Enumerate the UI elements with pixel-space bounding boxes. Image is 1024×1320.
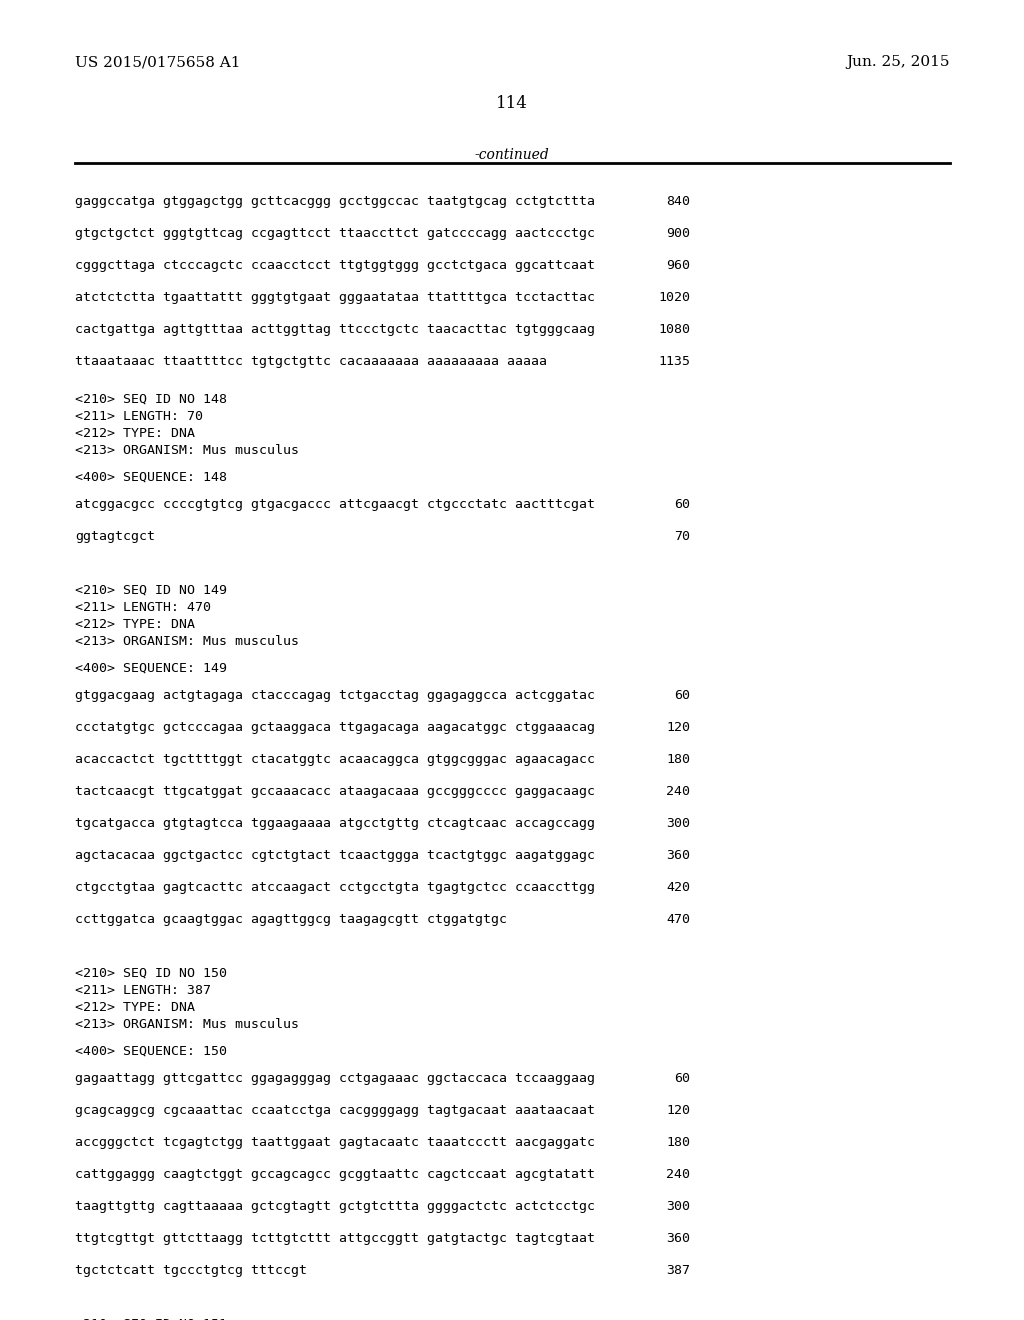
Text: ccctatgtgc gctcccagaa gctaaggaca ttgagacaga aagacatggc ctggaaacag: ccctatgtgc gctcccagaa gctaaggaca ttgagac… xyxy=(75,721,595,734)
Text: tgcatgacca gtgtagtcca tggaagaaaa atgcctgttg ctcagtcaac accagccagg: tgcatgacca gtgtagtcca tggaagaaaa atgcctg… xyxy=(75,817,595,830)
Text: 900: 900 xyxy=(666,227,690,240)
Text: cgggcttaga ctcccagctc ccaacctcct ttgtggtggg gcctctgaca ggcattcaat: cgggcttaga ctcccagctc ccaacctcct ttgtggt… xyxy=(75,259,595,272)
Text: <211> LENGTH: 470: <211> LENGTH: 470 xyxy=(75,601,211,614)
Text: ccttggatca gcaagtggac agagttggcg taagagcgtt ctggatgtgc: ccttggatca gcaagtggac agagttggcg taagagc… xyxy=(75,913,507,927)
Text: <211> LENGTH: 70: <211> LENGTH: 70 xyxy=(75,411,203,422)
Text: atctctctta tgaattattt gggtgtgaat gggaatataa ttattttgca tcctacttac: atctctctta tgaattattt gggtgtgaat gggaata… xyxy=(75,290,595,304)
Text: ctgcctgtaa gagtcacttc atccaagact cctgcctgta tgagtgctcc ccaaccttgg: ctgcctgtaa gagtcacttc atccaagact cctgcct… xyxy=(75,880,595,894)
Text: <212> TYPE: DNA: <212> TYPE: DNA xyxy=(75,618,195,631)
Text: US 2015/0175658 A1: US 2015/0175658 A1 xyxy=(75,55,241,69)
Text: 60: 60 xyxy=(674,498,690,511)
Text: <211> LENGTH: 387: <211> LENGTH: 387 xyxy=(75,983,211,997)
Text: 420: 420 xyxy=(666,880,690,894)
Text: 180: 180 xyxy=(666,1137,690,1148)
Text: -continued: -continued xyxy=(475,148,549,162)
Text: acaccactct tgcttttggt ctacatggtc acaacaggca gtggcgggac agaacagacc: acaccactct tgcttttggt ctacatggtc acaacag… xyxy=(75,752,595,766)
Text: 60: 60 xyxy=(674,1072,690,1085)
Text: taagttgttg cagttaaaaa gctcgtagtt gctgtcttta ggggactctc actctcctgc: taagttgttg cagttaaaaa gctcgtagtt gctgtct… xyxy=(75,1200,595,1213)
Text: 120: 120 xyxy=(666,1104,690,1117)
Text: Jun. 25, 2015: Jun. 25, 2015 xyxy=(847,55,950,69)
Text: <210> SEQ ID NO 148: <210> SEQ ID NO 148 xyxy=(75,393,227,407)
Text: gaggccatga gtggagctgg gcttcacggg gcctggccac taatgtgcag cctgtcttta: gaggccatga gtggagctgg gcttcacggg gcctggc… xyxy=(75,195,595,209)
Text: 360: 360 xyxy=(666,849,690,862)
Text: agctacacaa ggctgactcc cgtctgtact tcaactggga tcactgtggc aagatggagc: agctacacaa ggctgactcc cgtctgtact tcaactg… xyxy=(75,849,595,862)
Text: gtgctgctct gggtgttcag ccgagttcct ttaaccttct gatccccagg aactccctgc: gtgctgctct gggtgttcag ccgagttcct ttaacct… xyxy=(75,227,595,240)
Text: 960: 960 xyxy=(666,259,690,272)
Text: atcggacgcc ccccgtgtcg gtgacgaccc attcgaacgt ctgccctatc aactttcgat: atcggacgcc ccccgtgtcg gtgacgaccc attcgaa… xyxy=(75,498,595,511)
Text: 840: 840 xyxy=(666,195,690,209)
Text: ttgtcgttgt gttcttaagg tcttgtcttt attgccggtt gatgtactgc tagtcgtaat: ttgtcgttgt gttcttaagg tcttgtcttt attgccg… xyxy=(75,1232,595,1245)
Text: 300: 300 xyxy=(666,817,690,830)
Text: 360: 360 xyxy=(666,1232,690,1245)
Text: 1135: 1135 xyxy=(658,355,690,368)
Text: 240: 240 xyxy=(666,785,690,799)
Text: <210> SEQ ID NO 150: <210> SEQ ID NO 150 xyxy=(75,968,227,979)
Text: 60: 60 xyxy=(674,689,690,702)
Text: ttaaataaac ttaattttcc tgtgctgttc cacaaaaaaa aaaaaaaaa aaaaa: ttaaataaac ttaattttcc tgtgctgttc cacaaaa… xyxy=(75,355,547,368)
Text: 470: 470 xyxy=(666,913,690,927)
Text: <213> ORGANISM: Mus musculus: <213> ORGANISM: Mus musculus xyxy=(75,635,299,648)
Text: <213> ORGANISM: Mus musculus: <213> ORGANISM: Mus musculus xyxy=(75,444,299,457)
Text: accgggctct tcgagtctgg taattggaat gagtacaatc taaatccctt aacgaggatc: accgggctct tcgagtctgg taattggaat gagtaca… xyxy=(75,1137,595,1148)
Text: cattggaggg caagtctggt gccagcagcc gcggtaattc cagctccaat agcgtatatt: cattggaggg caagtctggt gccagcagcc gcggtaa… xyxy=(75,1168,595,1181)
Text: gtggacgaag actgtagaga ctacccagag tctgacctag ggagaggcca actcggatac: gtggacgaag actgtagaga ctacccagag tctgacc… xyxy=(75,689,595,702)
Text: gcagcaggcg cgcaaattac ccaatcctga cacggggagg tagtgacaat aaataacaat: gcagcaggcg cgcaaattac ccaatcctga cacgggg… xyxy=(75,1104,595,1117)
Text: <400> SEQUENCE: 148: <400> SEQUENCE: 148 xyxy=(75,471,227,484)
Text: <210> SEQ ID NO 151: <210> SEQ ID NO 151 xyxy=(75,1317,227,1320)
Text: <212> TYPE: DNA: <212> TYPE: DNA xyxy=(75,426,195,440)
Text: 70: 70 xyxy=(674,531,690,543)
Text: 180: 180 xyxy=(666,752,690,766)
Text: <210> SEQ ID NO 149: <210> SEQ ID NO 149 xyxy=(75,583,227,597)
Text: tgctctcatt tgccctgtcg tttccgt: tgctctcatt tgccctgtcg tttccgt xyxy=(75,1265,307,1276)
Text: 300: 300 xyxy=(666,1200,690,1213)
Text: 240: 240 xyxy=(666,1168,690,1181)
Text: gagaattagg gttcgattcc ggagagggag cctgagaaac ggctaccaca tccaaggaag: gagaattagg gttcgattcc ggagagggag cctgaga… xyxy=(75,1072,595,1085)
Text: 1080: 1080 xyxy=(658,323,690,337)
Text: <400> SEQUENCE: 149: <400> SEQUENCE: 149 xyxy=(75,663,227,675)
Text: 120: 120 xyxy=(666,721,690,734)
Text: 387: 387 xyxy=(666,1265,690,1276)
Text: <212> TYPE: DNA: <212> TYPE: DNA xyxy=(75,1001,195,1014)
Text: 1020: 1020 xyxy=(658,290,690,304)
Text: ggtagtcgct: ggtagtcgct xyxy=(75,531,155,543)
Text: <213> ORGANISM: Mus musculus: <213> ORGANISM: Mus musculus xyxy=(75,1018,299,1031)
Text: cactgattga agttgtttaa acttggttag ttccctgctc taacacttac tgtgggcaag: cactgattga agttgtttaa acttggttag ttccctg… xyxy=(75,323,595,337)
Text: <400> SEQUENCE: 150: <400> SEQUENCE: 150 xyxy=(75,1045,227,1059)
Text: 114: 114 xyxy=(496,95,528,112)
Text: tactcaacgt ttgcatggat gccaaacacc ataagacaaa gccgggcccc gaggacaagc: tactcaacgt ttgcatggat gccaaacacc ataagac… xyxy=(75,785,595,799)
